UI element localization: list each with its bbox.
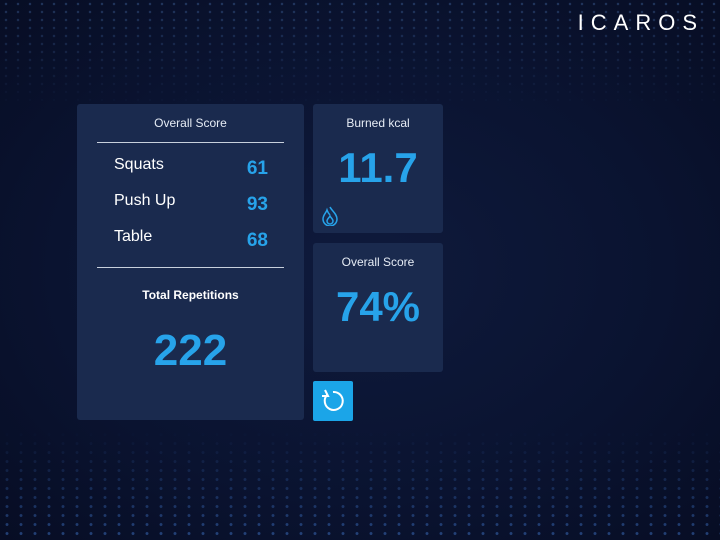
- brand-logo: ICAROS: [577, 10, 704, 35]
- exercise-count: 61: [246, 158, 268, 179]
- exercise-count: 68: [246, 230, 268, 251]
- kcal-card: Burned kcal 11.7: [313, 104, 443, 233]
- total-label: Total Repetitions: [142, 288, 239, 302]
- card-value: 74%: [335, 283, 421, 330]
- summary-panel: Overall Score Squats 61 Push Up 93 Table…: [77, 104, 304, 420]
- exercise-name: Squats: [114, 156, 164, 173]
- background-dots: [0, 0, 720, 110]
- exercise-name: Table: [114, 228, 153, 245]
- exercise-row: Squats 61: [114, 156, 268, 180]
- score-card: Overall Score 74%: [313, 243, 443, 372]
- exercise-row: Push Up 93: [114, 192, 268, 216]
- divider: [97, 267, 284, 268]
- panel-title: Overall Score: [154, 116, 227, 130]
- exercise-row: Table 68: [114, 228, 268, 252]
- flame-icon: [322, 206, 338, 226]
- restart-icon: [322, 389, 344, 411]
- divider: [97, 142, 284, 143]
- exercise-count: 93: [246, 194, 268, 215]
- card-value: 11.7: [338, 144, 418, 191]
- card-label: Overall Score: [341, 255, 415, 269]
- background-dots: [0, 430, 720, 540]
- exercise-name: Push Up: [114, 192, 176, 209]
- card-label: Burned kcal: [346, 116, 410, 130]
- restart-button[interactable]: [313, 381, 353, 421]
- total-value: 222: [153, 326, 228, 375]
